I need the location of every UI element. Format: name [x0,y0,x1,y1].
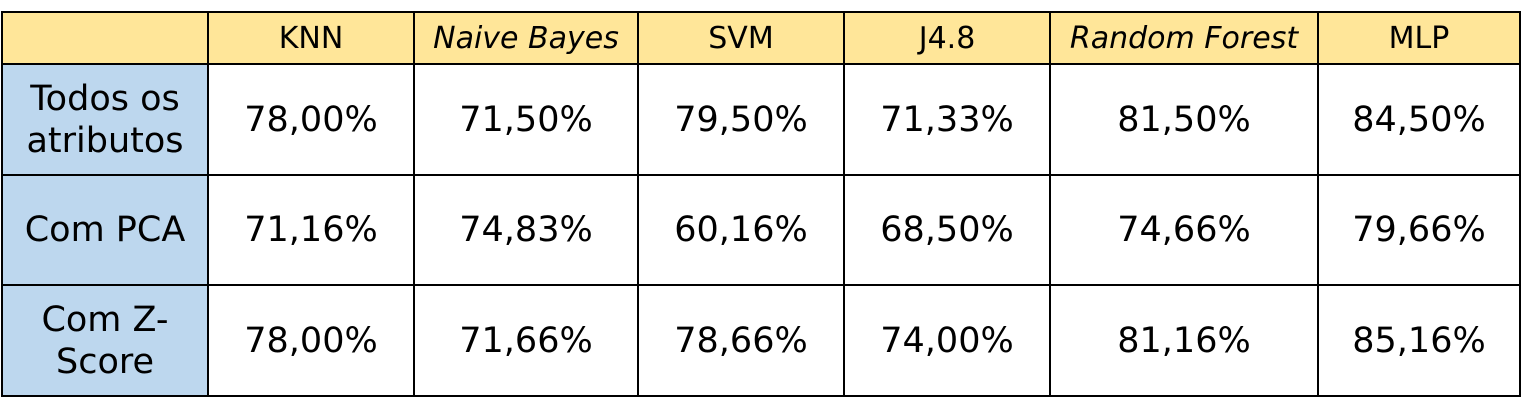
column-header-j48: J4.8 [843,11,1051,65]
table-row: Com Z-Score 78,00% 71,66% 78,66% 74,00% … [1,284,1521,397]
table-cell: 71,33% [843,63,1051,176]
table-cell: 74,83% [413,174,639,286]
table-cell: 71,66% [413,284,639,397]
table-cell: 78,00% [207,63,415,176]
header-row: KNN Naive Bayes SVM J4.8 Random Forest M… [1,11,1521,65]
results-table-container: KNN Naive Bayes SVM J4.8 Random Forest M… [1,11,1521,397]
row-label: Todos os atributos [26,78,184,161]
row-header-com-z-score: Com Z-Score [1,284,209,397]
column-header-naive-bayes: Naive Bayes [413,11,639,65]
table-cell: 74,66% [1049,174,1319,286]
corner-cell [1,11,209,65]
table-cell: 60,16% [637,174,845,286]
table-cell: 81,16% [1049,284,1319,397]
table-cell: 74,00% [843,284,1051,397]
results-table: KNN Naive Bayes SVM J4.8 Random Forest M… [1,11,1521,397]
column-header-svm: SVM [637,11,845,65]
table-cell: 68,50% [843,174,1051,286]
table-cell: 79,66% [1317,174,1521,286]
column-header-knn: KNN [207,11,415,65]
row-label: Com Z-Score [41,299,169,382]
table-cell: 79,50% [637,63,845,176]
table-cell: 71,16% [207,174,415,286]
table-row: Todos os atributos 78,00% 71,50% 79,50% … [1,63,1521,176]
column-header-random-forest: Random Forest [1049,11,1319,65]
table-cell: 78,00% [207,284,415,397]
table-cell: 71,50% [413,63,639,176]
column-header-mlp: MLP [1317,11,1521,65]
table-cell: 81,50% [1049,63,1319,176]
table-cell: 85,16% [1317,284,1521,397]
row-header-com-pca: Com PCA [1,174,209,286]
row-header-todos-os-atributos: Todos os atributos [1,63,209,176]
table-row: Com PCA 71,16% 74,83% 60,16% 68,50% 74,6… [1,174,1521,286]
table-cell: 78,66% [637,284,845,397]
table-cell: 84,50% [1317,63,1521,176]
row-label: Com PCA [24,210,186,250]
